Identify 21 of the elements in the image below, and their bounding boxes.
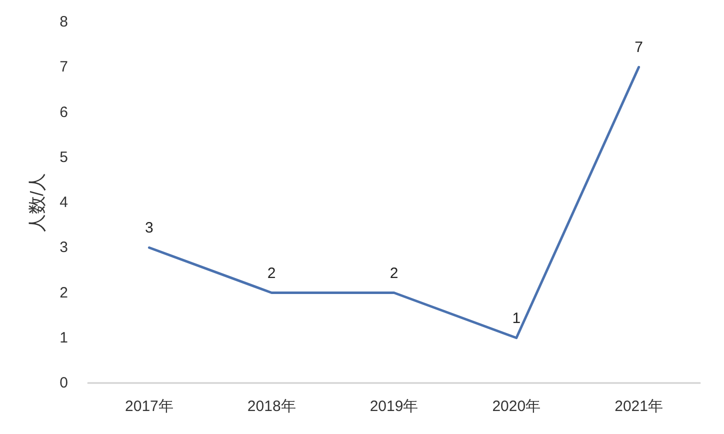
x-tick-label: 2021年 [614, 398, 663, 415]
data-label: 3 [145, 220, 154, 237]
line-series [148, 66, 640, 340]
y-tick-label: 5 [60, 148, 68, 166]
y-tick-label: 2 [60, 284, 68, 302]
data-label: 2 [267, 264, 276, 282]
data-label: 1 [512, 310, 521, 327]
x-tick-label: 2017年 [125, 398, 174, 415]
y-tick-label: 8 [60, 14, 68, 30]
data-label: 7 [634, 39, 643, 56]
y-tick-label: 3 [60, 239, 68, 256]
y-tick-label: 0 [60, 374, 68, 392]
y-tick-label: 6 [60, 104, 68, 121]
y-tick-label: 1 [60, 329, 68, 346]
x-tick-label: 2020年 [492, 398, 541, 415]
y-tick-label: 4 [60, 194, 68, 211]
x-tick-label: 2019年 [370, 398, 418, 415]
x-tick-label: 2018年 [247, 398, 296, 415]
y-axis-title: 人数/人 [27, 172, 47, 232]
data-label: 2 [390, 264, 398, 282]
y-tick-label: 7 [60, 58, 68, 76]
